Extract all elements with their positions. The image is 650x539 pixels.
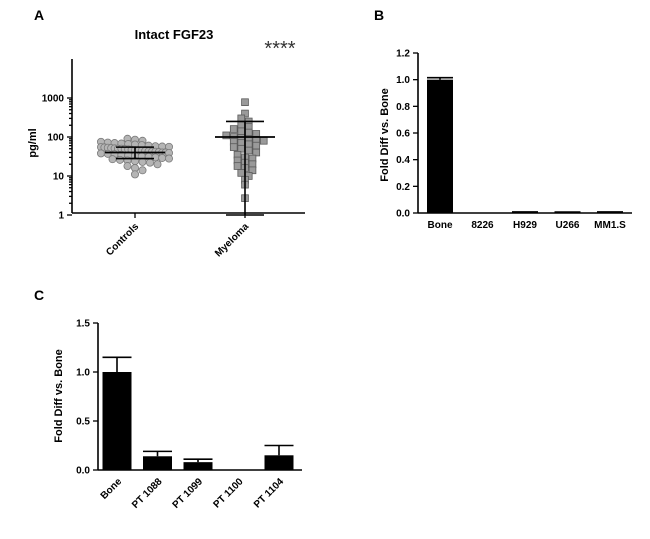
panel-a-axes: 1 10 100 1000 Controls Myeloma <box>42 59 305 259</box>
panel-a-control-point <box>130 170 139 179</box>
panel-a-title: Intact FGF23 <box>135 27 214 42</box>
panel-a-control-point <box>138 157 147 166</box>
panel-c-ytick-label: 0.0 <box>76 466 90 477</box>
panel-a-myeloma-point <box>229 143 238 151</box>
panel-c-ytick-label: 1.5 <box>76 319 90 330</box>
panel-c-xtick-label: Bone <box>99 476 125 502</box>
panel-a-annotation: **** <box>264 38 295 60</box>
panel-b-xtick-label: 8226 <box>471 220 494 231</box>
panel-c-xtick-label: PT 1088 <box>130 476 165 511</box>
panel-c-axes: 0.0 0.5 1.0 1.5 Bone PT 1088 PT 1099 PT 1100 PT … <box>76 319 302 511</box>
panel-a-myeloma-point <box>233 162 242 170</box>
panel-label-b: B <box>374 7 384 23</box>
panel-a-ylabel: pg/ml <box>27 128 39 157</box>
panel-a-ytick-label: 100 <box>47 133 64 144</box>
panel-a-myeloma-point <box>222 131 231 140</box>
panel-b-xtick-label: H929 <box>513 220 537 231</box>
panel-a-myeloma-point <box>259 136 268 145</box>
panel-b-ytick-label: 0.2 <box>396 182 410 193</box>
panel-a-ytick-label: 1 <box>58 211 64 222</box>
panel-b-xtick-label: U266 <box>556 220 580 231</box>
panel-a-control-point <box>123 162 132 171</box>
panel-b-ytick-label: 0.8 <box>396 102 410 113</box>
panel-a-xtick-label: Myeloma <box>213 221 251 259</box>
panel-c-bar <box>102 372 132 470</box>
panel-a-ytick-label: 1000 <box>42 94 65 105</box>
panel-a-myeloma-point <box>244 146 253 155</box>
panel-a-control-point <box>108 155 117 164</box>
panel-b-ytick-label: 0.0 <box>396 209 410 220</box>
panel-a-xtick-label: Controls <box>104 221 141 258</box>
panel-b-ytick-label: 1.0 <box>396 75 410 86</box>
panel-a-myeloma-point <box>229 125 238 133</box>
panel-a-myeloma-point <box>244 140 253 149</box>
panel-a-myeloma-point <box>241 98 249 107</box>
panel-c-xtick-label: PT 1104 <box>252 476 286 510</box>
panel-b-xtick-label: Bone <box>428 220 453 231</box>
panel-c-bar <box>143 456 172 470</box>
panel-label-c: C <box>34 287 44 303</box>
panel-a-control-point <box>158 153 167 162</box>
panel-a-control-point <box>97 149 106 158</box>
panel-c-xtick-label: PT 1099 <box>171 476 206 511</box>
panel-b-ytick-label: 0.6 <box>396 129 410 140</box>
panel-label-a: A <box>34 7 44 23</box>
panel-b-bar <box>427 79 453 214</box>
panel-a-control-point <box>138 166 147 175</box>
panel-a-myeloma-point <box>244 128 253 137</box>
panel-c-ytick-label: 0.5 <box>76 417 90 428</box>
panel-a-myeloma-point <box>237 127 246 136</box>
panel-b-ytick-label: 1.2 <box>396 49 410 60</box>
panel-a-myeloma-point <box>237 169 246 177</box>
panel-c-bar <box>183 462 213 470</box>
panel-c-bar <box>264 455 294 470</box>
panel-b-ytick-label: 0.4 <box>396 155 410 166</box>
panel-a-ytick-label: 10 <box>53 172 65 183</box>
panel-b-axes: 0.0 0.2 0.4 0.6 0.8 1.0 1.2 Bone 8226 H929 U266 MM1… <box>396 49 632 231</box>
panel-a-control-point <box>116 155 125 164</box>
panel-a-control-point <box>153 160 162 169</box>
panel-a-control-point <box>164 154 173 163</box>
panel-a-control-point <box>145 158 154 167</box>
panel-b-ylabel: Fold Diff vs. Bone <box>379 88 391 182</box>
panel-c-ylabel: Fold Diff vs. Bone <box>53 349 65 443</box>
panel-c-xtick-label: PT 1100 <box>211 476 245 510</box>
panel-a-myeloma-point <box>252 141 261 150</box>
panel-c-ytick-label: 1.0 <box>76 368 90 379</box>
panel-b-xtick-label: MM1.S <box>594 220 626 231</box>
